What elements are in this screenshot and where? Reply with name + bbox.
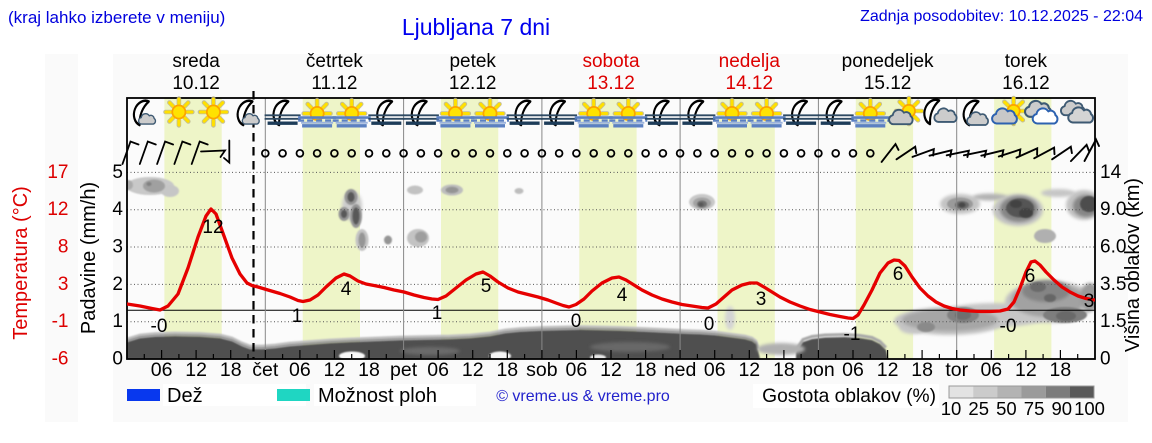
svg-text:(kraj lahko izberete v meniju): (kraj lahko izberete v meniju)	[8, 8, 225, 27]
svg-text:4: 4	[617, 285, 628, 306]
svg-text:14.12: 14.12	[726, 73, 774, 94]
svg-text:18: 18	[635, 359, 657, 381]
svg-text:ned: ned	[664, 359, 697, 381]
svg-text:10: 10	[941, 398, 962, 419]
svg-text:10.12: 10.12	[172, 73, 220, 94]
svg-text:18: 18	[220, 359, 242, 381]
svg-text:12: 12	[47, 199, 68, 220]
svg-text:1: 1	[112, 311, 123, 332]
svg-text:5: 5	[112, 162, 123, 183]
svg-text:Zadnja posodobitev: 10.12.2025: Zadnja posodobitev: 10.12.2025 - 22:04	[860, 8, 1143, 25]
svg-text:0: 0	[571, 311, 582, 332]
svg-text:torek: torek	[1005, 51, 1048, 72]
svg-text:3: 3	[112, 237, 123, 258]
svg-text:17: 17	[47, 162, 68, 183]
svg-text:-1: -1	[52, 311, 69, 332]
svg-text:100: 100	[1074, 398, 1105, 419]
svg-text:-0: -0	[151, 316, 168, 337]
svg-text:18: 18	[773, 359, 795, 381]
svg-text:3: 3	[58, 274, 69, 295]
svg-text:ponedeljek: ponedeljek	[842, 51, 934, 72]
svg-text:Ljubljana 7 dni: Ljubljana 7 dni	[402, 14, 550, 40]
svg-text:12: 12	[462, 359, 484, 381]
svg-text:0: 0	[112, 349, 123, 370]
svg-text:Gostota oblakov (%): Gostota oblakov (%)	[762, 386, 936, 407]
svg-text:12: 12	[185, 359, 207, 381]
svg-text:Padavine (mm/h): Padavine (mm/h)	[78, 182, 100, 334]
svg-text:sreda: sreda	[172, 51, 220, 72]
svg-text:3: 3	[756, 289, 767, 310]
svg-text:12: 12	[1015, 359, 1037, 381]
svg-text:06: 06	[566, 359, 588, 381]
svg-text:-0: -0	[1000, 316, 1017, 337]
svg-text:1.5: 1.5	[1100, 311, 1126, 332]
svg-text:6: 6	[893, 264, 904, 285]
svg-text:-1: -1	[844, 324, 861, 345]
svg-text:06: 06	[289, 359, 311, 381]
svg-text:75: 75	[1024, 398, 1045, 419]
svg-text:© vreme.us & vreme.pro: © vreme.us & vreme.pro	[496, 388, 670, 405]
svg-text:-6: -6	[52, 349, 69, 370]
svg-text:sob: sob	[526, 359, 558, 381]
svg-text:čet: čet	[252, 359, 279, 381]
svg-text:6: 6	[1025, 266, 1036, 287]
svg-text:18: 18	[1050, 359, 1072, 381]
svg-text:11.12: 11.12	[311, 73, 357, 94]
svg-text:12: 12	[324, 359, 346, 381]
svg-text:12: 12	[738, 359, 760, 381]
svg-text:06: 06	[842, 359, 864, 381]
svg-text:Temperatura (°C): Temperatura (°C)	[10, 186, 32, 340]
svg-text:0: 0	[1100, 349, 1111, 370]
svg-text:06: 06	[151, 359, 173, 381]
svg-text:0: 0	[704, 314, 715, 335]
svg-text:nedelja: nedelja	[719, 51, 781, 72]
svg-text:9.0: 9.0	[1100, 199, 1126, 220]
svg-text:12: 12	[202, 217, 223, 238]
svg-text:1: 1	[432, 303, 443, 324]
svg-text:06: 06	[427, 359, 449, 381]
svg-text:4: 4	[112, 199, 123, 220]
svg-text:Možnost ploh: Možnost ploh	[318, 385, 437, 407]
svg-text:6.0: 6.0	[1100, 237, 1126, 258]
svg-text:06: 06	[704, 359, 726, 381]
svg-text:50: 50	[996, 398, 1017, 419]
svg-text:petek: petek	[449, 51, 496, 72]
svg-text:12.12: 12.12	[449, 73, 497, 94]
svg-text:12: 12	[877, 359, 899, 381]
svg-text:8: 8	[58, 237, 69, 258]
svg-text:Višina oblakov (km): Višina oblakov (km)	[1122, 178, 1144, 352]
svg-text:5: 5	[481, 276, 492, 297]
svg-text:13.12: 13.12	[587, 73, 635, 94]
svg-text:Dež: Dež	[167, 385, 203, 407]
svg-text:15.12: 15.12	[864, 73, 912, 94]
svg-text:90: 90	[1052, 398, 1073, 419]
svg-text:16.12: 16.12	[1002, 73, 1050, 94]
svg-text:sobota: sobota	[582, 51, 639, 72]
svg-text:pon: pon	[802, 359, 835, 381]
svg-text:18: 18	[496, 359, 518, 381]
svg-text:4: 4	[341, 279, 352, 300]
svg-text:14: 14	[1100, 162, 1122, 183]
svg-text:3: 3	[1084, 291, 1095, 312]
svg-text:1: 1	[292, 306, 303, 327]
svg-text:2: 2	[112, 274, 123, 295]
svg-text:06: 06	[980, 359, 1002, 381]
svg-text:25: 25	[968, 398, 989, 419]
svg-text:tor: tor	[945, 359, 968, 381]
svg-text:pet: pet	[390, 359, 418, 381]
svg-text:18: 18	[911, 359, 933, 381]
svg-text:12: 12	[600, 359, 622, 381]
svg-text:18: 18	[358, 359, 380, 381]
svg-text:3.5: 3.5	[1100, 274, 1126, 295]
svg-text:četrtek: četrtek	[306, 51, 364, 72]
